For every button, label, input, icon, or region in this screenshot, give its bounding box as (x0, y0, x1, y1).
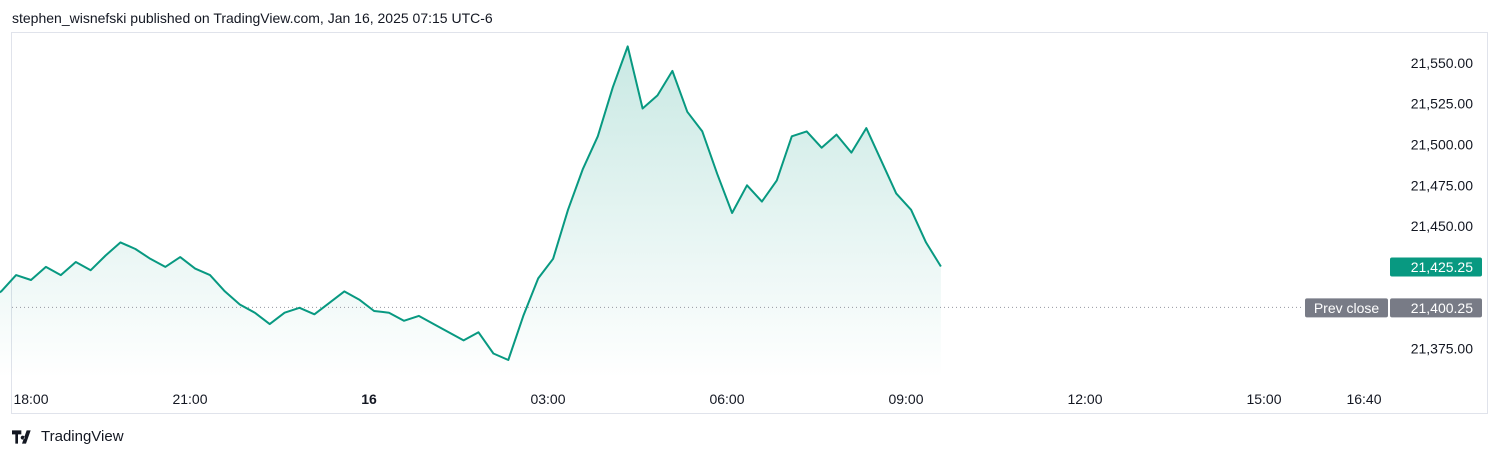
last-price-label-bg (1390, 257, 1482, 277)
x-tick-label: 15:00 (1246, 391, 1281, 407)
x-tick-label: 21:00 (172, 391, 207, 407)
x-tick-label: 06:00 (709, 391, 744, 407)
y-tick-label: 21,500.00 (1411, 136, 1473, 152)
prev-close-tag-bg (1305, 298, 1388, 318)
y-tick-label: 21,450.00 (1411, 218, 1473, 234)
price-chart[interactable]: 21,550.00 21,525.00 21,500.00 21,475.00 21,4… (0, 0, 1500, 415)
price-line (0, 45, 942, 361)
price-labels: 21,425.25 Prev close 21,400.25 (1305, 257, 1482, 318)
x-tick-label: 18:00 (13, 391, 48, 407)
x-tick-label: 12:00 (1067, 391, 1102, 407)
prev-close-price-label-bg (1390, 298, 1482, 318)
last-price-label: 21,425.25 (1411, 259, 1473, 275)
x-tick-label: 16 (361, 391, 377, 407)
y-tick-label: 21,375.00 (1411, 341, 1473, 357)
y-axis: 21,550.00 21,525.00 21,500.00 21,475.00 21,4… (1411, 55, 1473, 357)
x-tick-label: 09:00 (888, 391, 923, 407)
y-tick-label: 21,550.00 (1411, 55, 1473, 71)
attribution-header: stephen_wisnefski published on TradingVi… (12, 10, 493, 26)
x-axis: 18:00 21:00 16 03:00 06:00 09:00 12:00 15:00 16:… (13, 391, 1381, 407)
prev-close-tag: Prev close (1314, 300, 1380, 316)
x-tick-label: 16:40 (1346, 391, 1381, 407)
y-tick-label: 21,525.00 (1411, 96, 1473, 112)
chart-frame (11, 32, 1488, 414)
tradingview-logo-icon (12, 429, 31, 444)
footer: TradingView (12, 428, 124, 445)
x-tick-label: 03:00 (530, 391, 565, 407)
price-area-fill (0, 46, 941, 378)
brand-name: TradingView (41, 428, 124, 445)
y-tick-label: 21,475.00 (1411, 177, 1473, 193)
prev-close-price-label: 21,400.25 (1411, 300, 1473, 316)
